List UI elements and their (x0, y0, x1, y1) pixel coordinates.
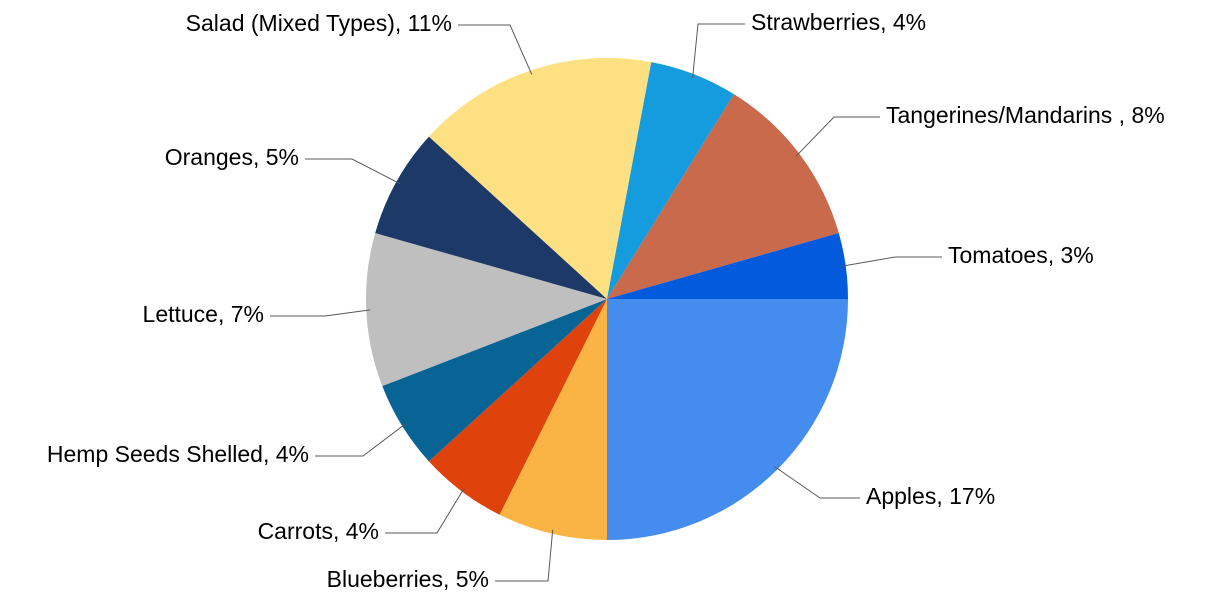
pie-slice-strawberries (607, 62, 734, 299)
data-label-lettuce: Lettuce, 7% (143, 301, 264, 327)
data-label-blueberries: Blueberries, 5% (327, 566, 489, 592)
data-label-oranges: Oranges, 5% (165, 144, 299, 170)
leader-line-carrots (385, 487, 465, 534)
data-label-strawberries: Strawberries, 4% (751, 9, 926, 35)
leader-line-blueberries (495, 529, 554, 582)
leader-line-tomatoes (841, 256, 942, 267)
pie-slice-blueberries (499, 299, 607, 540)
pie-slice-salad-mixed-types (428, 57, 652, 299)
labels-layer: Apples, 17% Blueberries, 5% Carrots, 4% Hem… (47, 9, 1165, 592)
pie-slice-tangerines-mandarins (607, 94, 839, 299)
leader-line-apples (774, 466, 860, 499)
leader-lines-layer (270, 23, 942, 582)
data-label-apples: Apples, 17% (866, 483, 995, 509)
pie-slice-tomatoes (607, 233, 848, 299)
leader-line-strawberries (692, 23, 745, 79)
leader-line-hemp-seeds-shelled (315, 423, 406, 457)
data-label-carrots: Carrots, 4% (258, 518, 379, 544)
data-label-hemp-seeds-shelled: Hemp Seeds Shelled, 4% (47, 441, 309, 467)
leader-line-lettuce (270, 309, 371, 317)
pie-slice-lettuce (365, 233, 607, 387)
leader-line-salad-mixed-types (458, 24, 533, 75)
data-label-salad-mixed-types: Salad (Mixed Types), 11% (186, 10, 452, 36)
pie-slice-hemp-seeds-shelled (382, 299, 607, 462)
data-label-tangerines-mandarins: Tangerines/Mandarins , 8% (886, 102, 1165, 128)
leader-line-oranges (305, 158, 401, 185)
data-label-tomatoes: Tomatoes, 3% (948, 242, 1094, 268)
pie-slice-apples (607, 299, 848, 540)
leader-line-tangerines-mandarins (795, 116, 880, 157)
pie-slice-carrots (428, 299, 607, 515)
slices-layer (365, 57, 848, 540)
pie-slice-oranges (375, 136, 607, 299)
